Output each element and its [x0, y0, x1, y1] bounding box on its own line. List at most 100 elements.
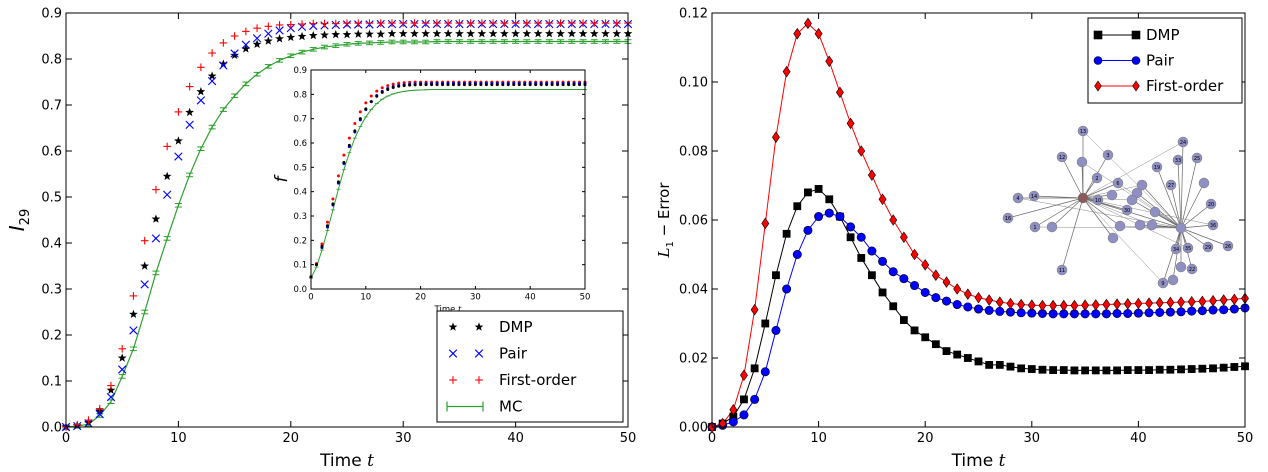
network-node — [1186, 263, 1198, 275]
dmp-point — [995, 360, 1004, 369]
mc-errorbar — [455, 39, 463, 44]
right-xlabel: Time t — [951, 451, 1006, 471]
left-xtick-label: 40 — [507, 431, 524, 446]
pair-point — [1133, 308, 1143, 318]
first-order-point — [1155, 297, 1164, 309]
inset-dmp-point — [495, 83, 499, 87]
legend-pair-marker — [448, 349, 458, 358]
first-order-point — [889, 214, 898, 226]
mc-errorbar — [500, 39, 508, 44]
network-node-label: 16 — [1005, 216, 1011, 222]
dmp-point — [196, 87, 206, 96]
dmp-point — [117, 353, 127, 362]
first-order-point — [242, 27, 250, 36]
pair-point — [803, 225, 813, 235]
inset-dmp-point — [402, 84, 406, 88]
network-node-label: 20 — [1208, 202, 1214, 208]
first-order-point — [320, 19, 329, 28]
pair-point — [899, 274, 909, 284]
first-order-point — [1091, 299, 1100, 311]
mc-errorbar — [231, 93, 239, 99]
first-order-point — [95, 404, 104, 413]
network-node — [1207, 219, 1219, 231]
pair-point-b — [207, 76, 217, 86]
dmp-point — [1134, 366, 1143, 374]
first-order-point — [612, 19, 621, 27]
inset-dmp-point — [353, 129, 357, 133]
network-node — [1106, 189, 1118, 201]
inset-xtick-label: 50 — [580, 293, 591, 303]
first-order-point — [1070, 299, 1079, 312]
inset-first-order-point — [369, 94, 373, 98]
dmp-point — [230, 50, 239, 60]
left-ytick-label: 0.7 — [41, 99, 62, 114]
first-order-point — [129, 292, 138, 300]
inset-ylabel: f — [272, 174, 292, 183]
right-ylabel: L1 − Error — [655, 182, 676, 259]
dmp-point — [878, 288, 887, 297]
network-node-label: 24 — [1180, 140, 1186, 146]
network-node — [1149, 206, 1161, 218]
pair-point — [910, 281, 920, 291]
network-node — [1077, 192, 1089, 204]
network-node-label: 35 — [1185, 246, 1191, 252]
first-order-point — [931, 269, 940, 281]
mc-errorbar — [174, 202, 182, 208]
network-node-label: 29 — [1205, 245, 1211, 251]
first-order-point — [511, 19, 520, 27]
first-order-point — [579, 19, 587, 27]
dmp-point — [825, 195, 834, 204]
dmp-point — [601, 29, 610, 38]
dmp-point — [252, 39, 262, 48]
network-node — [1182, 242, 1194, 254]
dmp-point — [910, 326, 919, 335]
pair-point — [162, 190, 172, 199]
dmp-point — [931, 340, 940, 349]
network-node-label: 26 — [1225, 244, 1231, 250]
mc-errorbar — [354, 41, 362, 46]
mc-errorbar — [579, 39, 587, 44]
mc-errorbar — [478, 39, 486, 44]
network-node — [1167, 274, 1179, 286]
mc-errorbar — [219, 107, 227, 112]
first-order-point — [1123, 298, 1132, 310]
network-node — [1151, 161, 1163, 173]
inset-dmp-point — [501, 83, 505, 87]
legend-dmp-marker — [1093, 30, 1103, 40]
dmp-point — [1070, 366, 1079, 375]
first-order-point — [331, 19, 340, 28]
network-node — [1146, 219, 1158, 231]
pair-point-b — [118, 365, 127, 374]
first-order-point — [740, 369, 748, 382]
right-ytick-label: 0.10 — [679, 76, 708, 91]
first-order-point — [444, 19, 452, 27]
inset-ytick-label: 0.9 — [293, 66, 307, 76]
network-node-label: 13 — [1080, 129, 1086, 135]
dmp-point — [106, 385, 116, 394]
inset-ytick-label: 0.8 — [293, 90, 307, 100]
network-node-label: 9 — [1161, 281, 1164, 287]
inset-dmp-point — [386, 87, 390, 91]
dmp-point — [488, 29, 498, 38]
first-order-point — [275, 21, 284, 29]
right-frame — [711, 12, 1246, 428]
inset-dmp-point — [430, 83, 434, 87]
first-order-point — [421, 19, 430, 27]
first-order-point — [1177, 296, 1185, 308]
first-order-point — [174, 108, 183, 116]
dmp-point — [1155, 365, 1164, 374]
dmp-point — [1209, 364, 1217, 373]
inset-dmp-point — [358, 117, 362, 121]
network-node — [1157, 277, 1169, 289]
network-edge — [1007, 197, 1084, 219]
network-node-label: 34 — [1173, 247, 1179, 253]
network-node-label: 3 — [1106, 153, 1109, 159]
dmp-point — [308, 30, 318, 40]
dmp-point — [814, 185, 823, 193]
pair-point — [963, 302, 973, 312]
mc-errorbar — [129, 346, 137, 352]
network-node-label: 33 — [1175, 158, 1181, 164]
dmp-point — [1038, 365, 1047, 374]
inset-dmp-point — [446, 83, 450, 87]
